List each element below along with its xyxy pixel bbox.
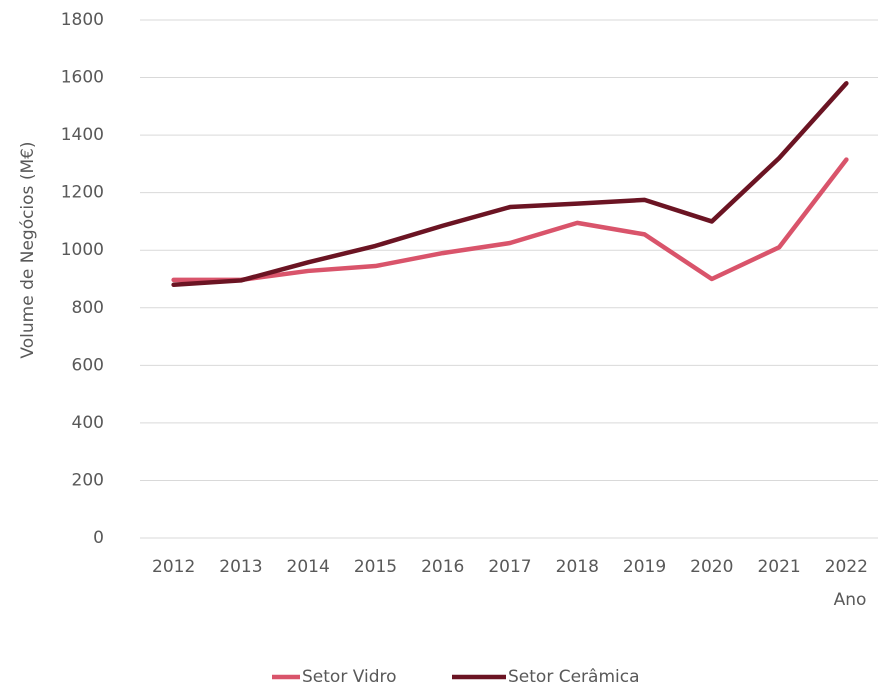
y-tick-label: 0 — [93, 528, 104, 548]
y-tick-label: 1600 — [61, 68, 104, 88]
y-tick-label: 600 — [72, 355, 104, 375]
line-series — [171, 81, 849, 288]
x-tick-label: 2018 — [556, 557, 599, 577]
y-tick-label: 1400 — [61, 125, 104, 145]
x-tick-label: 2021 — [757, 557, 800, 577]
x-axis-label: Ano — [834, 590, 867, 610]
y-axis-label: Volume de Negócios (M€) — [18, 141, 38, 358]
x-tick-label: 2012 — [152, 557, 195, 577]
legend-label: Setor Vidro — [302, 667, 397, 683]
x-tick-label: 2016 — [421, 557, 464, 577]
y-tick-label: 1200 — [61, 183, 104, 203]
x-tick-label: 2015 — [354, 557, 397, 577]
x-tick-label: 2019 — [623, 557, 666, 577]
legend-label: Setor Cerâmica — [508, 667, 640, 683]
y-tick-label: 200 — [72, 470, 104, 490]
y-tick-label: 1000 — [61, 240, 104, 260]
x-tick-label: 2022 — [825, 557, 868, 577]
y-tick-label: 800 — [72, 298, 104, 318]
x-tick-label: 2014 — [287, 557, 330, 577]
line-series — [171, 157, 849, 283]
x-tick-label: 2020 — [690, 557, 733, 577]
x-tick-label: 2017 — [488, 557, 531, 577]
y-tick-label: 400 — [72, 413, 104, 433]
x-tick-label: 2013 — [219, 557, 262, 577]
y-tick-label: 1800 — [61, 10, 104, 30]
